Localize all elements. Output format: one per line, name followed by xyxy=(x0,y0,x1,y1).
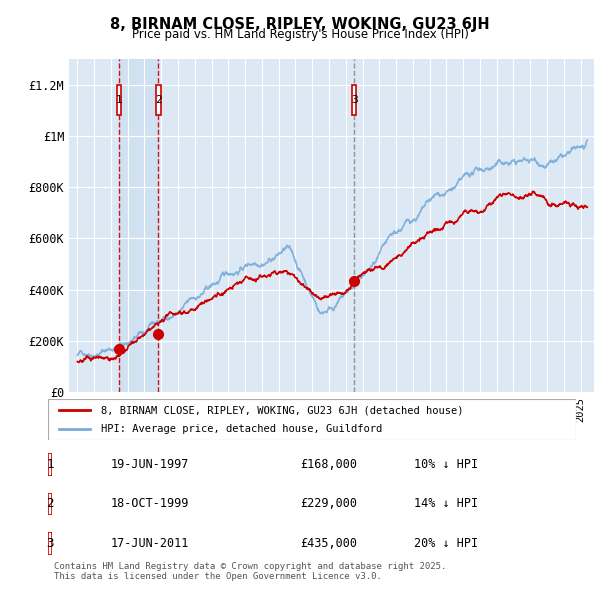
Text: 1: 1 xyxy=(46,458,53,471)
Text: 3: 3 xyxy=(351,95,358,105)
Text: 10% ↓ HPI: 10% ↓ HPI xyxy=(414,458,478,471)
Text: £229,000: £229,000 xyxy=(300,497,357,510)
Text: £168,000: £168,000 xyxy=(300,458,357,471)
Text: 3: 3 xyxy=(46,537,53,550)
Text: Price paid vs. HM Land Registry's House Price Index (HPI): Price paid vs. HM Land Registry's House … xyxy=(131,28,469,41)
Text: 1: 1 xyxy=(116,95,122,105)
FancyBboxPatch shape xyxy=(117,84,121,116)
Text: £435,000: £435,000 xyxy=(300,537,357,550)
Text: 2: 2 xyxy=(46,497,53,510)
FancyBboxPatch shape xyxy=(157,84,161,116)
Text: 8, BIRNAM CLOSE, RIPLEY, WOKING, GU23 6JH (detached house): 8, BIRNAM CLOSE, RIPLEY, WOKING, GU23 6J… xyxy=(101,405,463,415)
FancyBboxPatch shape xyxy=(352,84,356,116)
Text: 19-JUN-1997: 19-JUN-1997 xyxy=(111,458,190,471)
Text: 8, BIRNAM CLOSE, RIPLEY, WOKING, GU23 6JH: 8, BIRNAM CLOSE, RIPLEY, WOKING, GU23 6J… xyxy=(110,17,490,31)
Text: 18-OCT-1999: 18-OCT-1999 xyxy=(111,497,190,510)
Bar xyxy=(119,59,158,392)
Text: 17-JUN-2011: 17-JUN-2011 xyxy=(111,537,190,550)
Text: 2: 2 xyxy=(155,95,162,105)
Text: 14% ↓ HPI: 14% ↓ HPI xyxy=(414,497,478,510)
Text: 20% ↓ HPI: 20% ↓ HPI xyxy=(414,537,478,550)
Text: HPI: Average price, detached house, Guildford: HPI: Average price, detached house, Guil… xyxy=(101,424,382,434)
Text: Contains HM Land Registry data © Crown copyright and database right 2025.
This d: Contains HM Land Registry data © Crown c… xyxy=(54,562,446,581)
